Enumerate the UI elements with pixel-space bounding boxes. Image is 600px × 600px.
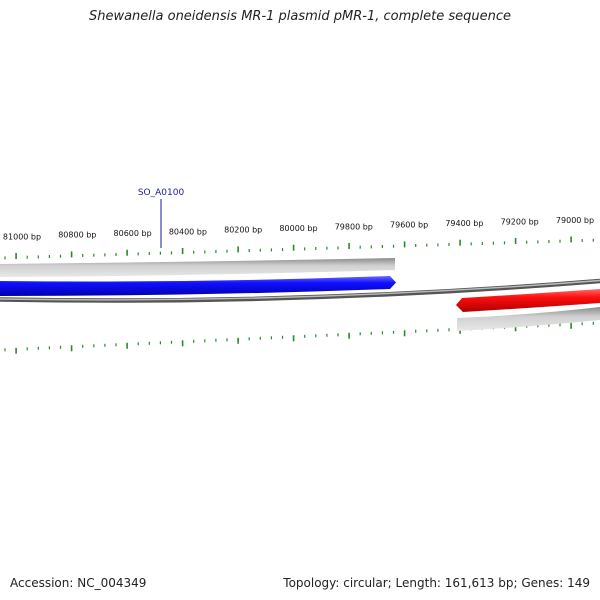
tick-label: 80600 bp	[114, 229, 152, 238]
gene-label[interactable]: SO_A0100	[138, 188, 185, 198]
outer-tick-row	[4, 236, 594, 260]
map-title: Shewanella oneidensis MR-1 plasmid pMR-1…	[88, 9, 512, 24]
accession-text: Accession: NC_004349	[10, 576, 147, 590]
tick-label: 79800 bp	[335, 222, 373, 231]
forward-gene-arrow[interactable]	[0, 276, 396, 296]
tick-label: 79000 bp	[556, 216, 594, 225]
backbone-line-highlight	[0, 279, 600, 301]
tick-label: 79400 bp	[445, 219, 483, 228]
reverse-strand-band	[457, 307, 600, 331]
reverse-gene-arrow[interactable]	[456, 289, 600, 312]
genome-summary-text: Topology: circular; Length: 161,613 bp; …	[283, 576, 590, 590]
tick-label: 80800 bp	[58, 231, 96, 240]
forward-strand-band	[0, 258, 395, 277]
tick-label: 80200 bp	[224, 226, 262, 235]
tick-label-row: 81000 bp 80800 bp 80600 bp 80400 bp 80200 bp…	[3, 216, 594, 242]
tick-label: 80000 bp	[279, 224, 317, 233]
tick-label: 79200 bp	[501, 217, 539, 226]
tick-label: 81000 bp	[3, 232, 41, 241]
tick-label: 80400 bp	[169, 227, 207, 236]
tick-label: 79600 bp	[390, 221, 428, 230]
